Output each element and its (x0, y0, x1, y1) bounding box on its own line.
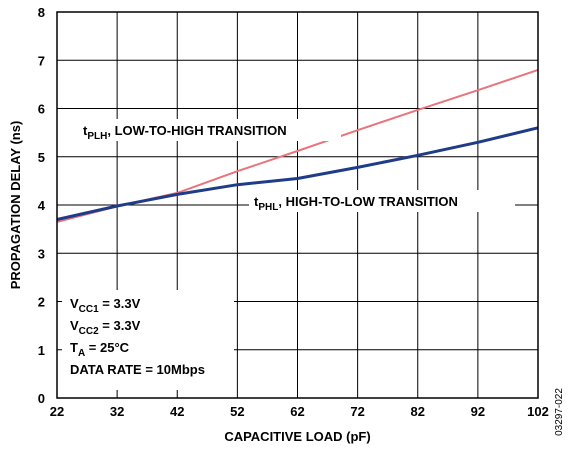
condition-line: DATA RATE = 10Mbps (70, 362, 205, 377)
conditions-background (62, 290, 234, 390)
series-label-background (249, 190, 515, 212)
y-tick-label: 7 (38, 53, 45, 68)
y-axis-label: PROPAGATION DELAY (ns) (8, 121, 23, 290)
y-tick-label: 3 (38, 246, 45, 261)
x-tick-label: 32 (110, 404, 124, 419)
series-label-background (79, 119, 341, 141)
series-label-plh: tPLH, LOW-TO-HIGH TRANSITION (83, 123, 287, 142)
series-labels: tPLH, LOW-TO-HIGH TRANSITION tPHL, HIGH-T… (79, 119, 515, 213)
y-tick-label: 5 (38, 150, 45, 165)
x-tick-label: 62 (290, 404, 304, 419)
tick-labels: 22 32 42 52 62 72 82 92 102 0 1 2 3 4 5 6 7 8 (38, 5, 549, 419)
y-tick-label: 8 (38, 5, 45, 20)
x-tick-label: 22 (50, 404, 64, 419)
series-label-phl: tPHL, HIGH-TO-LOW TRANSITION (254, 194, 458, 213)
x-tick-label: 52 (230, 404, 244, 419)
x-tick-label: 72 (350, 404, 364, 419)
y-tick-label: 0 (38, 391, 45, 406)
series-lines (56, 68, 539, 223)
y-tick-label: 2 (38, 295, 45, 310)
y-tick-label: 6 (38, 102, 45, 117)
x-axis-label: CAPACITIVE LOAD (pF) (224, 429, 370, 444)
conditions-box: VCC1 = 3.3V VCC2 = 3.3V TA = 25°C DATA RATE… (62, 290, 234, 390)
series-line-phl (56, 126, 539, 221)
figure-code: 03297-022 (554, 388, 565, 436)
condition-line: VCC1 = 3.3V (70, 296, 141, 315)
x-tick-label: 92 (471, 404, 485, 419)
x-tick-label: 102 (527, 404, 549, 419)
y-tick-label: 1 (38, 343, 45, 358)
y-tick-label: 4 (38, 198, 46, 213)
x-tick-label: 82 (411, 404, 425, 419)
condition-line: TA = 25°C (70, 340, 130, 359)
plot-frame (56, 11, 539, 399)
x-tick-label: 42 (170, 404, 184, 419)
condition-line: VCC2 = 3.3V (70, 318, 141, 337)
